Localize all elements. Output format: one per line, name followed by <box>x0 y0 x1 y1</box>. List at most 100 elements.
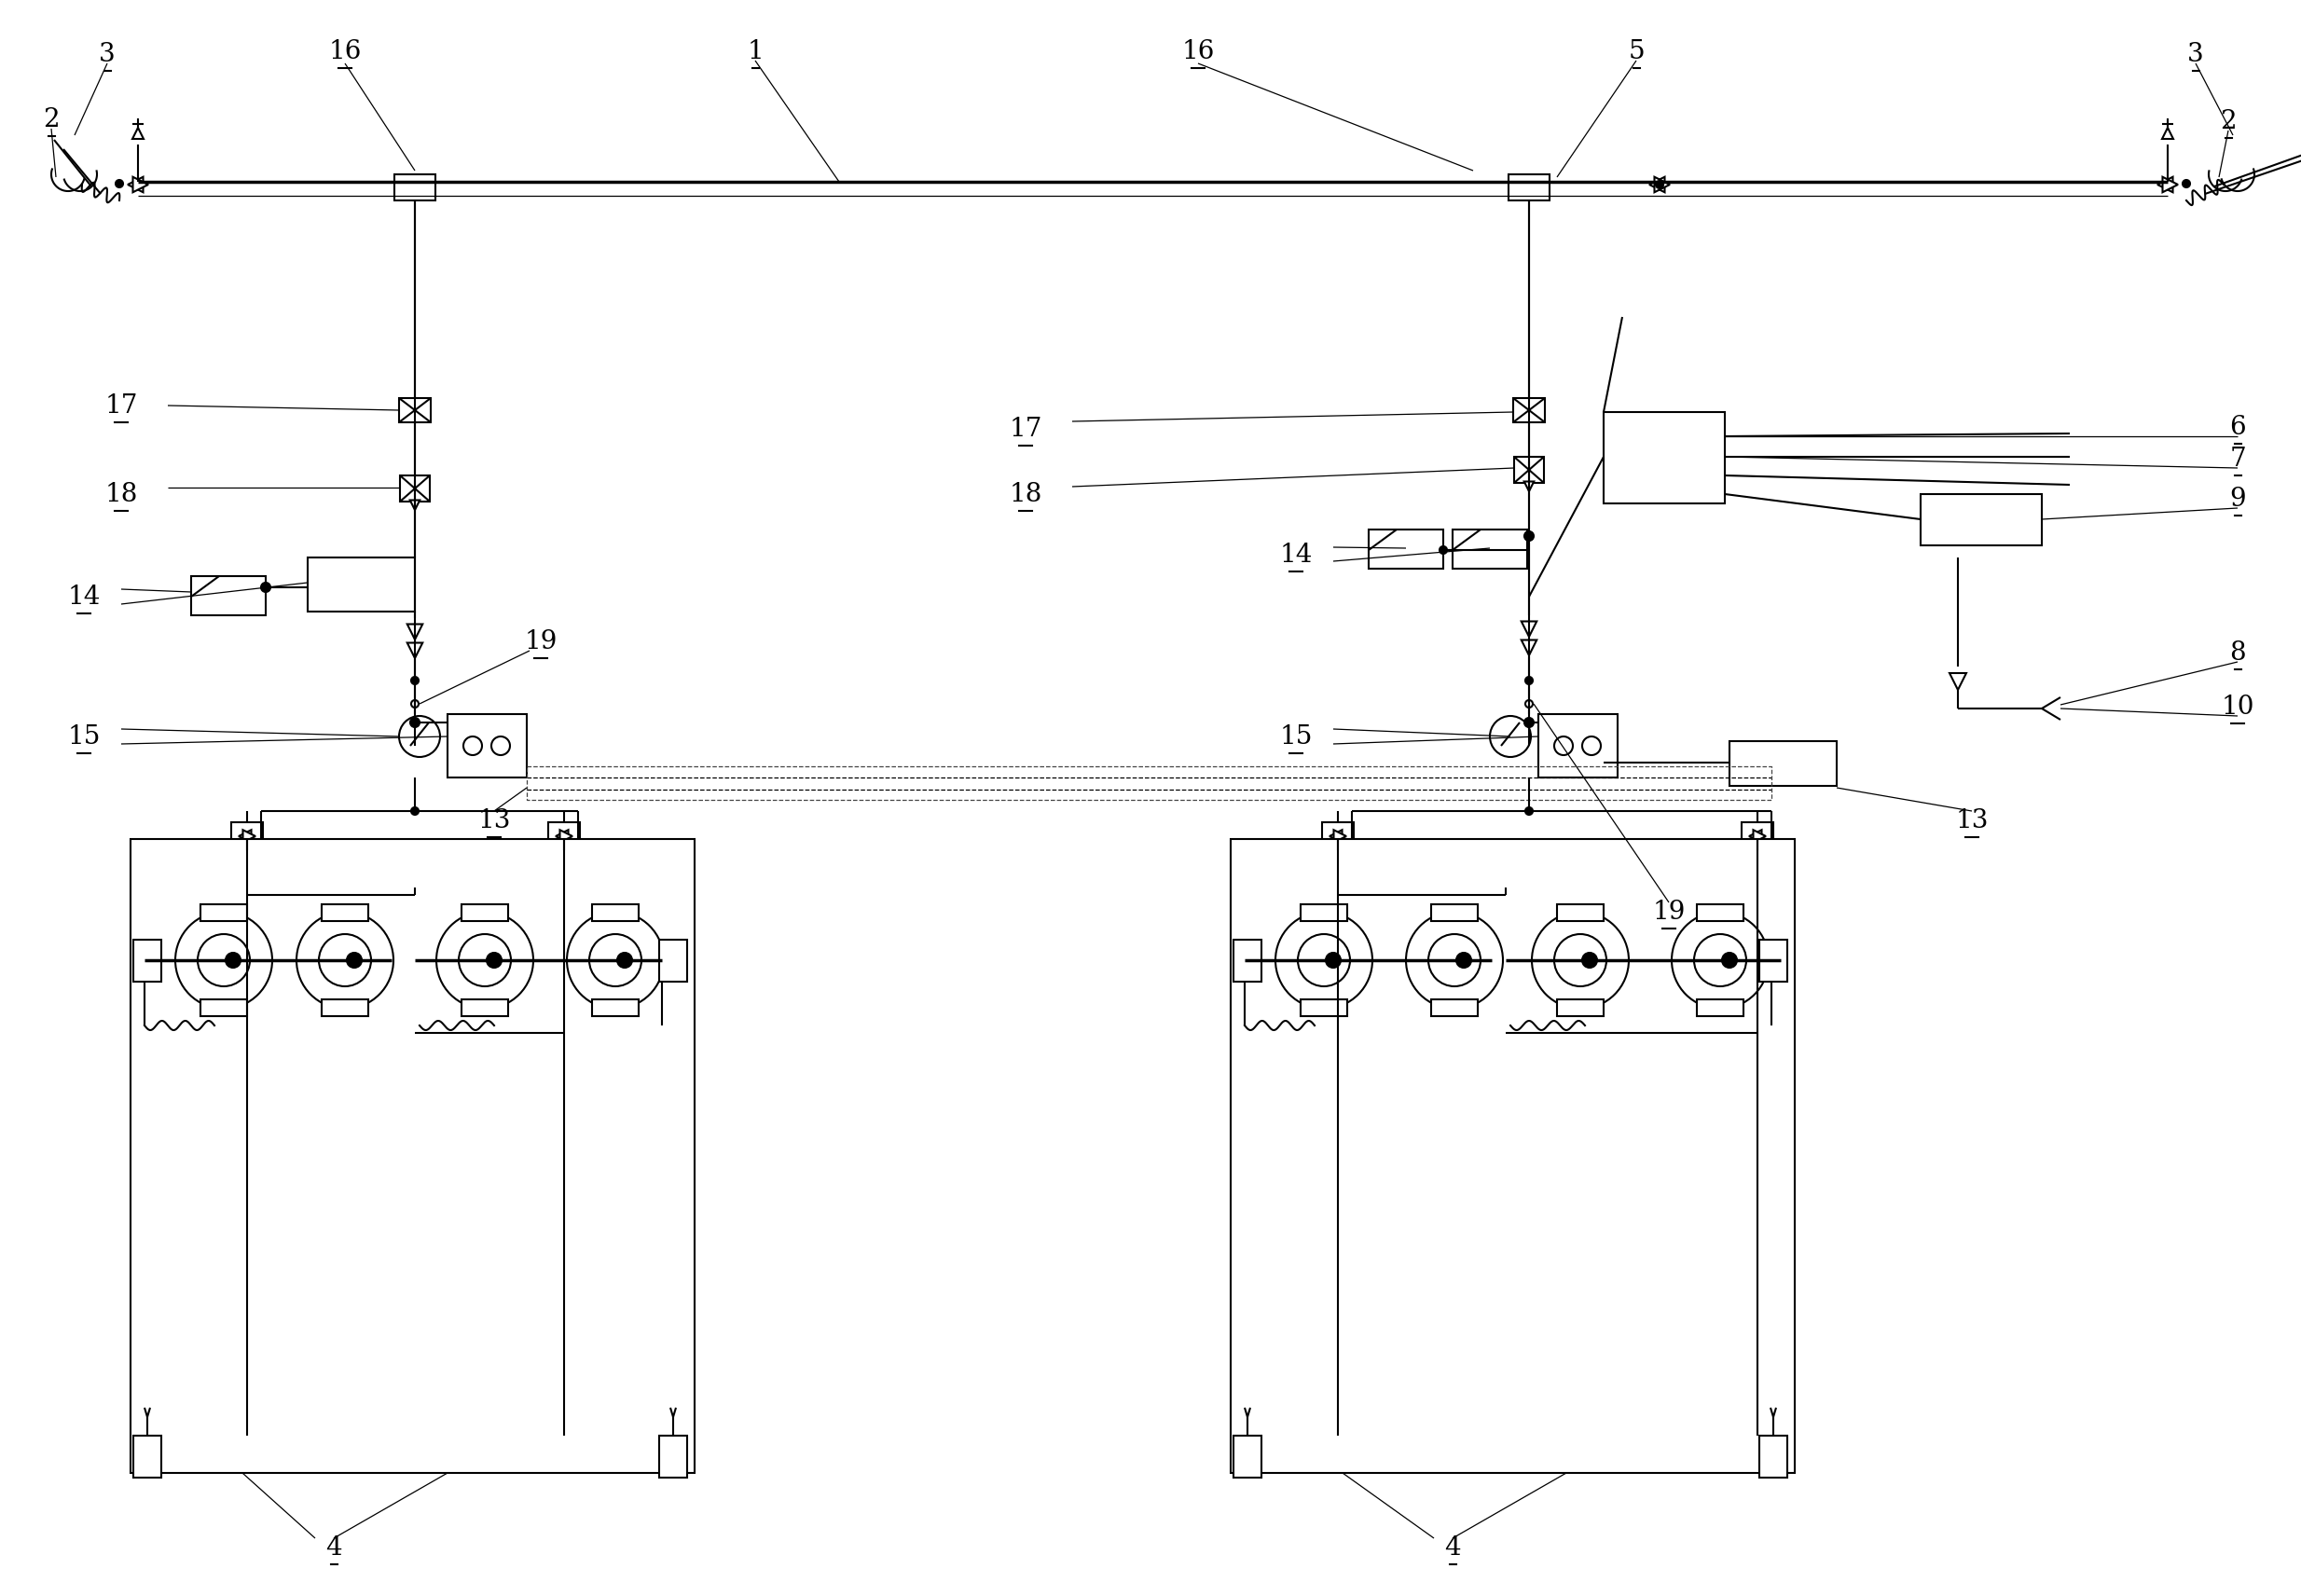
Circle shape <box>320 934 370 986</box>
Polygon shape <box>1330 830 1341 843</box>
Bar <box>1323 822 1353 851</box>
Bar <box>1233 1436 1261 1478</box>
Circle shape <box>458 934 511 986</box>
Circle shape <box>410 718 419 728</box>
Text: 13: 13 <box>479 808 511 833</box>
Bar <box>1760 1436 1788 1478</box>
Circle shape <box>589 934 642 986</box>
Text: 14: 14 <box>1279 543 1312 567</box>
Bar <box>1514 456 1544 484</box>
Text: 17: 17 <box>1010 417 1042 442</box>
Bar <box>133 940 161 982</box>
Text: 18: 18 <box>1010 482 1042 506</box>
Polygon shape <box>1753 830 1765 843</box>
Circle shape <box>1457 953 1470 967</box>
Text: 2: 2 <box>2220 109 2237 134</box>
Text: 4: 4 <box>1445 1535 1461 1561</box>
Bar <box>1452 530 1528 568</box>
Bar <box>1921 495 2041 546</box>
Bar <box>1514 397 1544 423</box>
Bar <box>1760 940 1788 982</box>
Circle shape <box>1553 736 1574 755</box>
Bar <box>200 999 246 1017</box>
Text: 16: 16 <box>1180 38 1215 64</box>
Bar <box>1696 999 1744 1017</box>
Polygon shape <box>1335 830 1346 843</box>
Bar <box>1509 174 1549 201</box>
Text: 4: 4 <box>324 1535 343 1561</box>
Bar <box>446 713 527 777</box>
Polygon shape <box>133 128 143 139</box>
Circle shape <box>1671 911 1769 1009</box>
Circle shape <box>1526 677 1532 685</box>
Polygon shape <box>1521 640 1537 656</box>
Bar <box>463 999 509 1017</box>
Text: 1: 1 <box>748 38 764 64</box>
Circle shape <box>175 911 272 1009</box>
Circle shape <box>1429 934 1480 986</box>
Bar <box>1231 839 1795 1473</box>
Circle shape <box>115 180 122 187</box>
Text: 15: 15 <box>1279 725 1312 749</box>
Polygon shape <box>2163 177 2179 192</box>
Bar <box>591 905 640 921</box>
Bar <box>230 822 262 851</box>
Circle shape <box>198 934 251 986</box>
Text: 8: 8 <box>2230 640 2246 666</box>
Polygon shape <box>1949 674 1967 689</box>
Text: 18: 18 <box>106 482 138 506</box>
Circle shape <box>347 953 361 967</box>
Text: 16: 16 <box>329 38 361 64</box>
Circle shape <box>617 953 633 967</box>
Polygon shape <box>244 830 255 843</box>
Circle shape <box>488 953 502 967</box>
Circle shape <box>1526 701 1532 707</box>
Circle shape <box>463 736 481 755</box>
Circle shape <box>1583 953 1597 967</box>
Circle shape <box>1489 717 1530 757</box>
Text: 14: 14 <box>67 584 101 610</box>
Text: 19: 19 <box>1652 899 1684 924</box>
Circle shape <box>2184 180 2191 187</box>
Text: 3: 3 <box>2188 41 2204 67</box>
Polygon shape <box>410 500 419 511</box>
Circle shape <box>412 677 419 685</box>
Text: 5: 5 <box>1629 38 1645 64</box>
Text: 2: 2 <box>44 107 60 132</box>
Bar <box>548 822 580 851</box>
Text: 15: 15 <box>67 725 101 749</box>
Bar <box>1300 905 1346 921</box>
Circle shape <box>1275 911 1371 1009</box>
Circle shape <box>225 953 242 967</box>
Bar <box>322 905 368 921</box>
Bar <box>400 476 430 501</box>
Bar <box>1558 999 1604 1017</box>
Polygon shape <box>1650 177 1664 192</box>
Circle shape <box>260 583 272 592</box>
Text: 19: 19 <box>525 629 557 654</box>
Circle shape <box>1298 934 1351 986</box>
Circle shape <box>412 808 419 816</box>
Circle shape <box>1523 718 1535 728</box>
Polygon shape <box>407 643 423 658</box>
Text: 7: 7 <box>2230 445 2246 471</box>
Circle shape <box>1440 546 1447 554</box>
Bar <box>1369 530 1443 568</box>
Circle shape <box>1523 531 1535 541</box>
Bar <box>1558 905 1604 921</box>
Bar <box>463 905 509 921</box>
Polygon shape <box>407 624 423 640</box>
Circle shape <box>412 701 419 707</box>
Polygon shape <box>129 177 143 192</box>
Circle shape <box>1526 808 1532 816</box>
Bar <box>322 999 368 1017</box>
Polygon shape <box>239 830 251 843</box>
Circle shape <box>1583 736 1601 755</box>
Polygon shape <box>1521 621 1537 637</box>
Circle shape <box>1694 934 1746 986</box>
Circle shape <box>1553 934 1606 986</box>
Text: 9: 9 <box>2230 487 2246 511</box>
Bar <box>393 174 435 201</box>
Bar <box>191 576 265 616</box>
Text: 10: 10 <box>2220 694 2255 720</box>
